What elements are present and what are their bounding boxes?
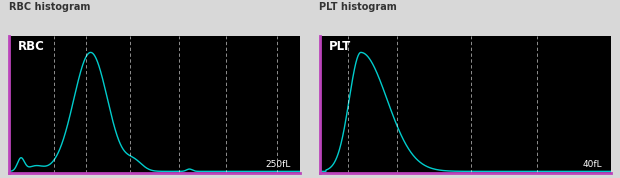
Text: RBC histogram: RBC histogram [9, 2, 91, 12]
Text: 250fL: 250fL [266, 159, 291, 169]
Text: RBC: RBC [18, 40, 45, 53]
Text: 40fL: 40fL [582, 159, 602, 169]
Text: PLT histogram: PLT histogram [319, 2, 397, 12]
Text: PLT: PLT [329, 40, 351, 53]
